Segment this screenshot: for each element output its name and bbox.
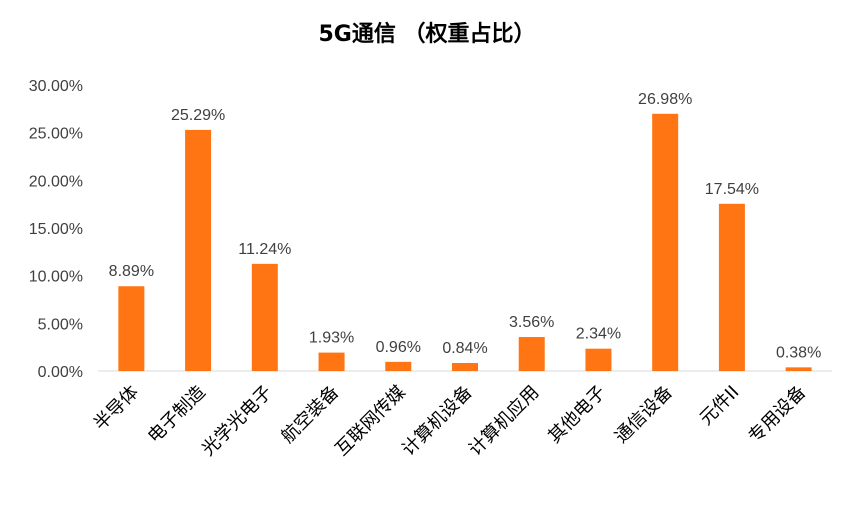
bar — [185, 129, 212, 371]
data-label: 2.34% — [576, 326, 621, 343]
y-tick-label: 30.00% — [29, 78, 83, 95]
y-tick-label: 25.00% — [29, 126, 83, 143]
bar — [452, 362, 478, 371]
bars — [118, 113, 812, 372]
category-label: 电子制造 — [144, 382, 210, 448]
data-label: 26.98% — [638, 91, 692, 108]
category-label: 航空装备 — [277, 382, 343, 448]
bar — [518, 337, 545, 371]
category-label: 计算机应用 — [465, 382, 543, 460]
bar — [251, 263, 278, 371]
bar — [785, 367, 812, 371]
category-labels: 半导体 电子制造光学光电子 航空装备互联网传媒计算机设备计算机应用 其他电子 通信设备元… — [90, 382, 810, 460]
bar — [585, 348, 612, 371]
y-tick-label: 0.00% — [38, 364, 83, 381]
data-label: 0.96% — [376, 339, 421, 356]
y-tick-label: 15.00% — [29, 221, 83, 238]
category-label: 专用设备 — [744, 382, 810, 448]
bar — [118, 286, 145, 371]
data-label: 17.54% — [705, 181, 759, 198]
data-label: 0.38% — [776, 344, 821, 361]
y-axis-ticks: 0.00% 5.00% 10.00% 15.00% 20.00% 25.00% 30.00% — [29, 78, 83, 381]
data-labels: 8.89% 25.29% 11.24% 1.93% 0.96% 0.84% 3.56% 2.3… — [109, 91, 822, 362]
bar — [652, 113, 679, 372]
bar — [385, 361, 412, 371]
data-label: 11.24% — [238, 241, 291, 258]
chart-title: 5G通信 （权重占比） — [318, 21, 535, 47]
category-label: 互联网传媒 — [331, 382, 409, 460]
y-tick-label: 5.00% — [38, 316, 83, 333]
data-label: 3.56% — [509, 314, 554, 331]
data-label: 0.84% — [442, 340, 487, 357]
data-label: 8.89% — [109, 263, 154, 280]
category-label: 通信设备 — [611, 382, 677, 448]
category-label: 计算机设备 — [398, 382, 476, 460]
y-tick-label: 20.00% — [29, 173, 83, 190]
category-label: 半导体 — [90, 382, 143, 435]
bar — [318, 352, 345, 371]
data-label: 25.29% — [171, 107, 225, 124]
category-label: 光学光电子 — [198, 382, 276, 460]
category-label: 其他电子 — [544, 382, 610, 448]
bar — [718, 203, 745, 371]
data-label: 1.93% — [309, 330, 354, 347]
y-tick-label: 10.00% — [29, 269, 83, 286]
category-label: 元件II — [696, 382, 744, 430]
